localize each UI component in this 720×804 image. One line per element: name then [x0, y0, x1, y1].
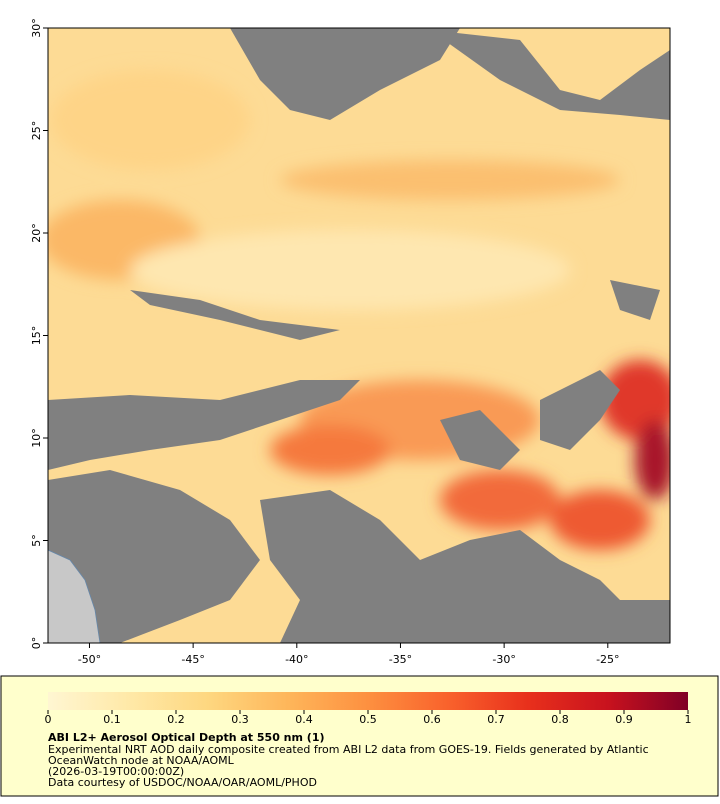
colorbar — [48, 692, 688, 710]
colorbar-tick-label: 0.6 — [423, 713, 441, 726]
y-tick-label: 5° — [30, 534, 43, 547]
colorbar-tick-label: 0.9 — [615, 713, 633, 726]
colorbar-tick-label: 0.8 — [551, 713, 569, 726]
x-tick-label: -50° — [78, 653, 101, 666]
title: ABI L2+ Aerosol Optical Depth at 550 nm … — [48, 731, 325, 744]
caption-line: OceanWatch node at NOAA/AOML — [48, 754, 235, 767]
y-tick-label: 15° — [30, 326, 43, 346]
x-tick-label: -30° — [492, 653, 515, 666]
colorbar-tick-label: 0.7 — [487, 713, 505, 726]
y-tick-label: 30° — [30, 18, 43, 38]
y-tick-label: 20° — [30, 223, 43, 243]
x-tick-label: -40° — [285, 653, 308, 666]
colorbar-tick-label: 0.2 — [167, 713, 185, 726]
caption-line: (2026-03-19T00:00:00Z) — [48, 765, 184, 778]
y-tick-label: 0° — [30, 637, 43, 650]
no-data-areas — [48, 28, 670, 643]
colorbar-tick-label: 0.5 — [359, 713, 377, 726]
aerosol-field — [48, 70, 670, 550]
y-tick-label: 10° — [30, 428, 43, 448]
x-tick-label: -45° — [181, 653, 204, 666]
x-tick-label: -25° — [596, 653, 619, 666]
map-area — [48, 28, 670, 643]
x-tick-label: -35° — [389, 653, 412, 666]
caption-line: Data courtesy of USDOC/NOAA/OAR/AOML/PHO… — [48, 776, 317, 789]
colorbar-tick-label: 0.1 — [103, 713, 121, 726]
land — [48, 549, 101, 643]
colorbar-tick-label: 0.4 — [295, 713, 313, 726]
caption-line: Experimental NRT AOD daily composite cre… — [48, 743, 649, 756]
colorbar-tick-label: 1 — [685, 713, 692, 726]
colorbar-tick-label: 0.3 — [231, 713, 249, 726]
colorbar-tick-label: 0 — [45, 713, 52, 726]
y-tick-label: 25° — [30, 121, 43, 141]
